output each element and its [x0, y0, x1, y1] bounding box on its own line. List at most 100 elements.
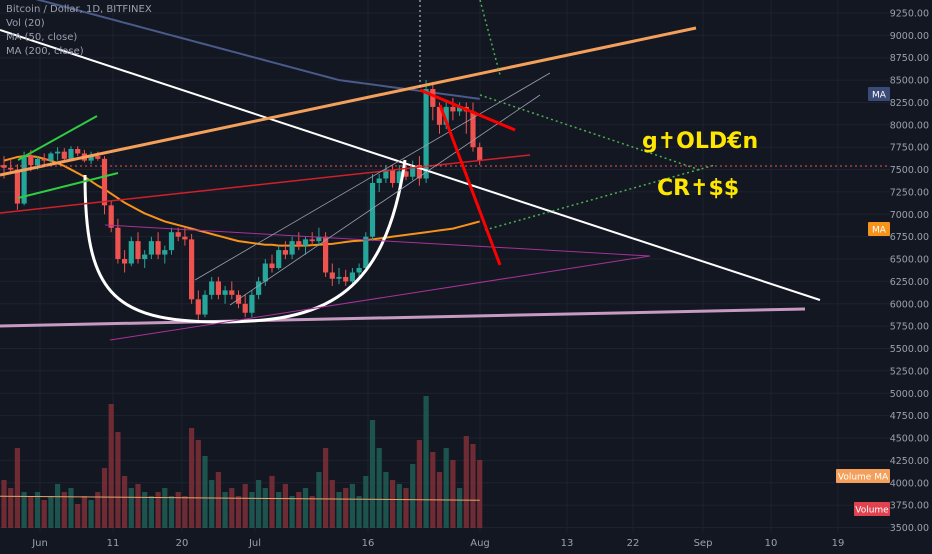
candle — [282, 241, 288, 260]
volume-bar — [349, 484, 355, 528]
candle-body — [443, 106, 449, 125]
price-tick-label: 7750.00 — [890, 143, 929, 154]
candle-body — [256, 281, 262, 295]
price-tick-label: 8750.00 — [890, 53, 929, 64]
candle-body — [168, 232, 175, 251]
candle — [209, 276, 215, 300]
price-tick-label: 4250.00 — [890, 456, 929, 467]
pitchfork-lower — [229, 94, 541, 306]
volume-ma-tag-text: Volume MA — [838, 473, 889, 483]
candle-body — [410, 165, 416, 177]
price-tick-label: 8000.00 — [890, 120, 929, 131]
volume-bar — [215, 472, 221, 528]
candle-body — [101, 158, 108, 206]
candle-body — [383, 169, 389, 179]
price-axis: 3500.00 3750.00 4000.00 4250.00 4500.00 4750.… — [890, 0, 932, 550]
price-tick-label: 7000.00 — [890, 210, 929, 221]
candle-body — [155, 241, 161, 255]
wedge-upper — [104, 224, 651, 257]
volume-bar — [122, 476, 128, 528]
legend-symbol[interactable]: Bitcoin / Dollar, 1D, BITFINEX — [6, 4, 152, 15]
candle-body — [229, 290, 235, 295]
candle-body — [242, 303, 248, 313]
volume-bar — [329, 480, 335, 528]
candle-body — [249, 294, 255, 313]
volume-bar — [470, 444, 476, 528]
price-tick-label: 7250.00 — [890, 187, 929, 198]
volume-bar — [189, 428, 195, 528]
candle-body — [316, 236, 322, 242]
legend-ma50[interactable]: MA (50, close) — [6, 32, 78, 43]
candle-body — [202, 294, 208, 315]
price-tick-label: 9000.00 — [890, 31, 929, 42]
candle-body — [222, 290, 228, 295]
ma200-tag-bg — [868, 87, 890, 101]
price-axis-bg — [890, 0, 932, 550]
volume-bar — [363, 476, 369, 528]
candle-body — [363, 236, 369, 268]
volume-bar — [390, 480, 396, 528]
volume-bar — [276, 492, 282, 528]
volume-bar — [443, 448, 449, 528]
candle-body — [189, 239, 195, 300]
candle — [349, 268, 355, 284]
volume-ma-tag-bg — [836, 469, 890, 483]
ma50-tag-bg — [868, 222, 890, 236]
volume-bar — [1, 480, 7, 528]
candle — [202, 290, 208, 318]
volume-bar — [55, 484, 61, 528]
candle — [135, 232, 141, 264]
candle-body — [369, 182, 376, 237]
ma50-line — [3, 155, 480, 247]
volume-bar — [21, 492, 27, 528]
price-tick-label: 9250.00 — [890, 8, 929, 19]
support-line — [0, 307, 806, 328]
pitchfork-upper — [194, 72, 551, 281]
volume-bar — [309, 496, 315, 528]
price-tick-label: 8500.00 — [890, 76, 929, 87]
legend-ma200[interactable]: MA (200, close) — [6, 46, 84, 57]
candle-body — [430, 89, 436, 107]
time-tick-label: Jul — [248, 538, 261, 549]
candle-body — [477, 147, 483, 161]
candle-body — [343, 276, 349, 282]
candle — [122, 250, 128, 273]
candle-body — [296, 241, 302, 246]
candle — [68, 146, 74, 161]
candle — [423, 80, 429, 183]
wedge-lower — [109, 255, 651, 341]
time-tick-label: 13 — [561, 538, 574, 549]
time-tick-label: 22 — [627, 538, 640, 549]
green-dotted-top — [479, 0, 501, 76]
candle — [309, 232, 315, 246]
volume-bar — [168, 496, 175, 528]
candle — [155, 232, 161, 260]
candle-body — [55, 151, 61, 154]
volume-bar — [88, 500, 94, 528]
cup-curve — [83, 159, 407, 324]
candle — [256, 276, 262, 300]
candle — [336, 268, 342, 285]
green-dotted-mid — [479, 94, 701, 171]
candle — [450, 97, 456, 121]
descending-trendline — [0, 29, 821, 301]
legend-volume[interactable]: Vol (20) — [6, 18, 45, 29]
volume-bar — [75, 504, 81, 528]
volume-bar — [155, 492, 161, 528]
volume-bar — [108, 404, 114, 528]
candle — [410, 160, 416, 181]
volume-bar — [162, 488, 168, 528]
candle-body — [8, 167, 14, 170]
candle — [302, 236, 309, 255]
candle — [128, 236, 134, 267]
volume-bar — [262, 488, 268, 528]
candle — [369, 174, 376, 242]
candle — [48, 151, 54, 163]
green-channel-upper — [17, 115, 98, 161]
time-tick-label: 11 — [107, 538, 120, 549]
candle — [88, 151, 94, 165]
candle-body — [148, 241, 154, 255]
candle-body — [142, 254, 148, 260]
